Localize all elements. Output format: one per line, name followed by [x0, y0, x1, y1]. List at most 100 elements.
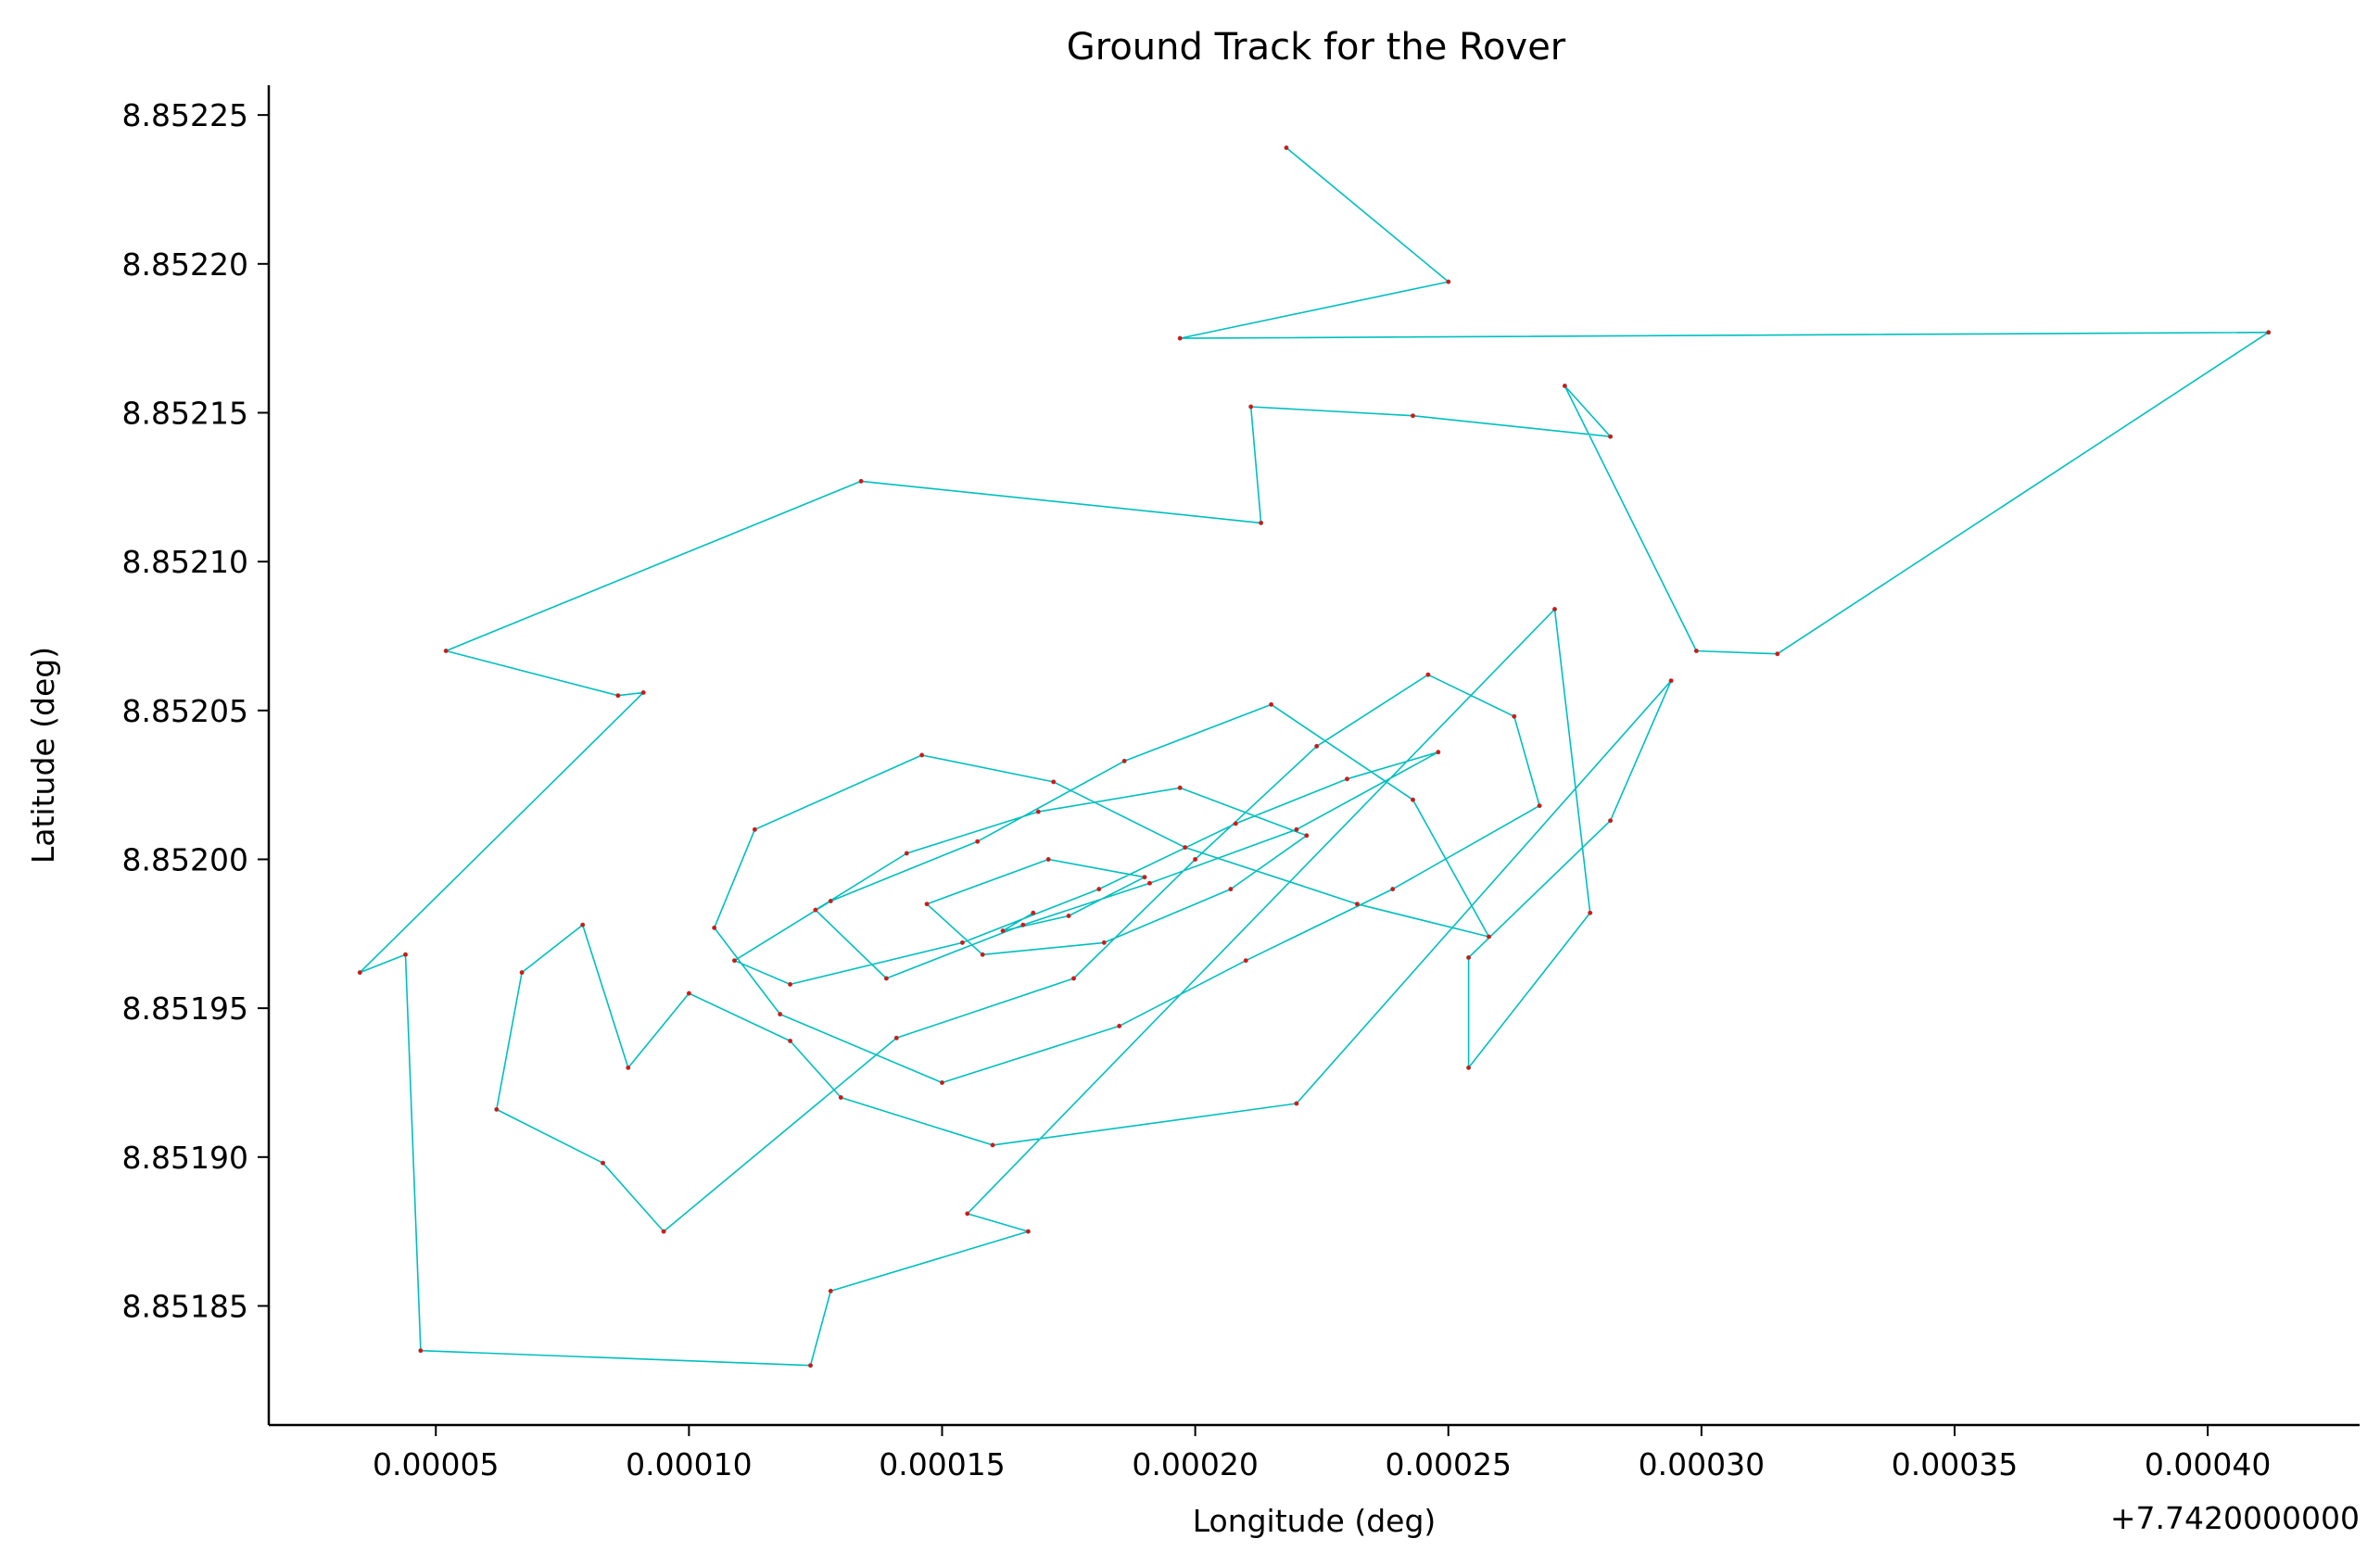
track-point: [1248, 404, 1254, 410]
track-point: [904, 851, 909, 856]
track-point: [828, 898, 833, 903]
x-axis-label: Longitude (deg): [1193, 1503, 1437, 1539]
y-tick-label: 8.85215: [122, 395, 248, 431]
y-axis-label: Latitude (deg): [25, 647, 61, 864]
x-tick-label: 0.00015: [879, 1446, 1005, 1482]
track-point: [1345, 776, 1350, 782]
track-point: [731, 958, 737, 964]
chart-title: Ground Track for the Rover: [1067, 26, 1566, 69]
track-point: [1051, 779, 1057, 785]
track-point: [752, 826, 757, 832]
track-lines: [359, 146, 2270, 1367]
track-point: [893, 1035, 899, 1041]
y-tick-label: 8.85185: [122, 1288, 248, 1324]
track-point: [1228, 887, 1234, 892]
track-point: [712, 925, 717, 930]
track-point: [402, 952, 408, 957]
track-point: [640, 689, 646, 695]
track-point: [1436, 750, 1441, 755]
track-point: [939, 1080, 944, 1086]
track-point: [1512, 713, 1517, 719]
track-point: [1425, 672, 1431, 677]
track-point: [1259, 520, 1264, 525]
track-point: [1142, 875, 1147, 880]
track-point: [858, 478, 864, 484]
track-point: [788, 1039, 793, 1044]
track-point: [1243, 958, 1248, 964]
track-point: [1314, 743, 1320, 749]
track-point: [443, 648, 449, 653]
track-point: [1117, 1023, 1122, 1028]
track-point: [1294, 826, 1299, 832]
track-point: [1045, 856, 1051, 862]
track-point: [980, 952, 985, 957]
track-point: [1775, 651, 1780, 657]
track-point: [1693, 648, 1699, 653]
track-point: [1096, 887, 1102, 892]
track-point: [1552, 606, 1558, 612]
track-point: [1177, 785, 1183, 790]
track-point: [1269, 701, 1274, 707]
track-point: [838, 1095, 843, 1101]
track-point: [580, 922, 586, 927]
track-point: [1233, 821, 1238, 826]
track-point: [778, 1012, 783, 1017]
track-point: [975, 839, 981, 844]
x-tick-label: 0.00020: [1132, 1446, 1258, 1482]
x-tick-label: 0.00030: [1639, 1446, 1765, 1482]
track-point: [1411, 413, 1416, 419]
track-point: [1390, 887, 1396, 892]
track-point: [1446, 279, 1451, 284]
track-point: [990, 1142, 995, 1148]
y-tick-label: 8.85225: [122, 97, 248, 133]
track-point: [1562, 383, 1567, 388]
track-point: [965, 1211, 970, 1217]
track-point: [357, 970, 362, 976]
track-point: [1066, 913, 1071, 918]
track-point: [807, 1363, 813, 1368]
track-point: [1588, 910, 1593, 915]
y-tick-label: 8.85210: [122, 544, 248, 580]
track-point: [1668, 678, 1674, 684]
track-point: [615, 693, 621, 699]
track-point: [661, 1229, 666, 1234]
track-point: [494, 1106, 500, 1112]
track-point: [828, 1288, 833, 1293]
track-point: [1177, 335, 1183, 341]
track-series-line: [359, 146, 2270, 1367]
track-point: [1294, 1101, 1299, 1106]
track-point: [1121, 758, 1127, 763]
track-point: [626, 1065, 631, 1070]
track-point: [1071, 976, 1077, 981]
y-tick-label: 8.85200: [122, 841, 248, 877]
x-tick-label: 0.00010: [626, 1446, 752, 1482]
track-point: [1284, 145, 1289, 151]
track-point: [1608, 818, 1614, 824]
plot-area: [357, 145, 2272, 1368]
x-tick-label: 0.00025: [1386, 1446, 1512, 1482]
track-point: [919, 752, 925, 758]
track-point: [813, 907, 818, 913]
track-point: [1000, 928, 1006, 934]
x-tick-label: 0.00035: [1892, 1446, 2018, 1482]
y-tick-label: 8.85195: [122, 990, 248, 1027]
track-point: [600, 1160, 605, 1166]
track-point: [883, 976, 889, 981]
track-point: [1466, 1065, 1472, 1070]
y-tick-label: 8.85220: [122, 246, 248, 283]
track-point: [1304, 833, 1310, 839]
track-point: [959, 940, 965, 945]
track-point: [1193, 856, 1198, 862]
x-tick-label: 0.00040: [2145, 1446, 2271, 1482]
track-point: [1608, 434, 1614, 439]
y-tick-label: 8.85190: [122, 1140, 248, 1176]
track-point: [418, 1348, 424, 1354]
y-tick-label: 8.85205: [122, 693, 248, 729]
y-axis-ticks: 8.85185 8.85190 8.85195 8.85200 8.85205 8.852…: [122, 97, 269, 1324]
track-points: [357, 145, 2272, 1368]
track-point: [686, 990, 691, 996]
track-point: [1183, 845, 1188, 851]
track-point: [1031, 910, 1036, 915]
